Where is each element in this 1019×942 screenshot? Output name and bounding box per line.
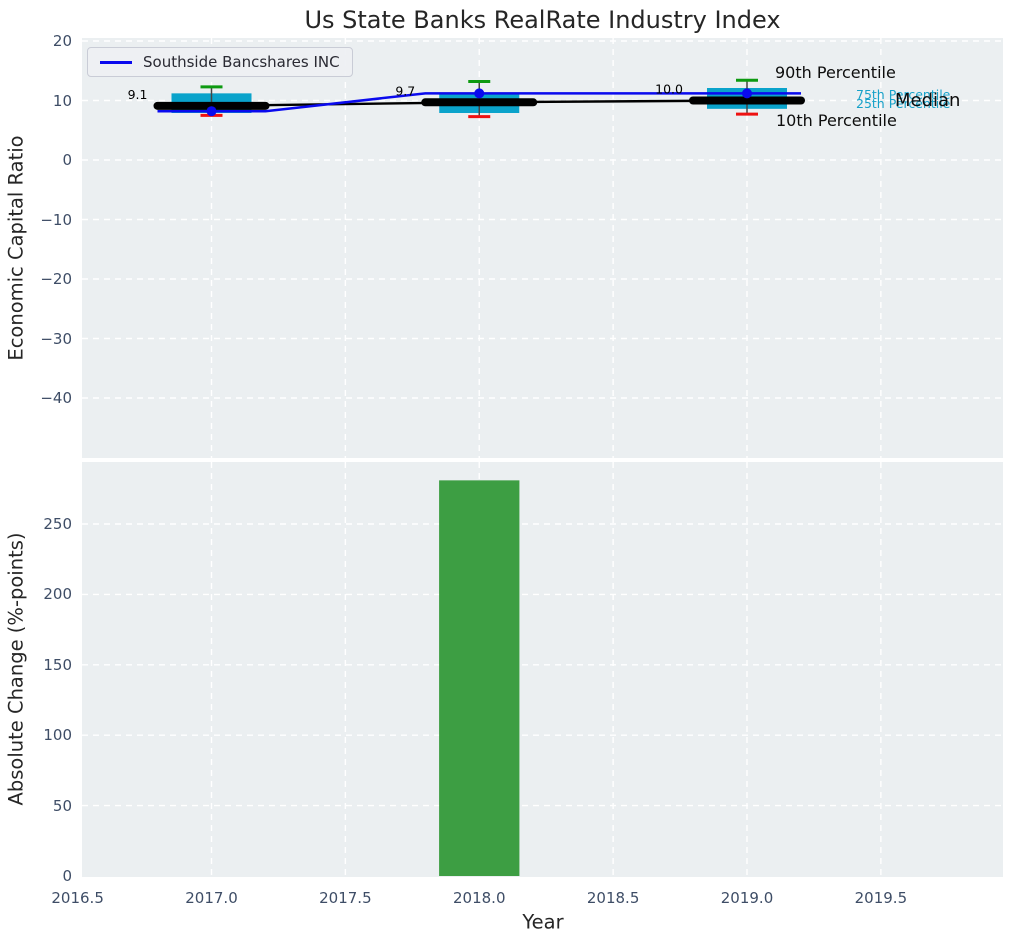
company-point: [474, 88, 485, 99]
x-tick-label: 2019.0: [720, 889, 774, 907]
x-axis-label: Year: [522, 910, 564, 934]
top-y-tick-label: −20: [40, 270, 72, 288]
economic-capital-ratio-plot: 9.1 9.7 10.0: [82, 38, 1003, 458]
x-tick-label: 2019.5: [854, 889, 908, 907]
bottom-y-tick-label: 150: [43, 655, 72, 674]
bottom-y-tick-label: 100: [43, 726, 72, 745]
x-tick-label: 2018.0: [453, 889, 506, 907]
bottom-y-tick-label: 250: [43, 515, 72, 533]
annotation-75th-percentile: 75th Percentile: [856, 87, 951, 102]
x-tick-label: 2017.5: [319, 889, 372, 907]
top-y-tick-label: 20: [52, 32, 72, 50]
top-y-tick-label: 0: [62, 151, 72, 169]
x-tick-label: 2017.0: [185, 889, 238, 907]
bottom-y-tick-label: 0: [62, 867, 72, 885]
top-y-tick-label: −10: [40, 210, 72, 229]
absolute-change-plot: [82, 462, 1003, 877]
legend-series-label: Southside Bancshares INC: [143, 53, 340, 71]
company-point: [206, 106, 217, 117]
legend: Southside Bancshares INC: [87, 47, 353, 77]
x-tick-label: 2018.5: [586, 889, 640, 907]
median-value-label: 10.0: [655, 82, 683, 97]
median-value-label: 9.1: [128, 87, 148, 102]
annotation-median: Median: [895, 90, 961, 111]
chart-title: Us State Banks RealRate Industry Index: [304, 6, 781, 34]
x-tick-label: 2016.5: [51, 889, 104, 907]
annotation-90th-percentile: 90th Percentile: [775, 63, 896, 82]
bottom-y-tick-label: 200: [43, 585, 72, 604]
company-point: [742, 88, 752, 99]
top-y-tick-label: −30: [40, 329, 72, 348]
legend-line-icon: [100, 60, 132, 64]
top-y-tick-label: −40: [40, 389, 72, 407]
annotation-25th-percentile: 25th Percentile: [856, 96, 951, 111]
annotation-10th-percentile: 10th Percentile: [776, 111, 897, 130]
change-bar: [439, 480, 520, 876]
median-value-label: 9.7: [395, 83, 415, 98]
bottom-y-tick-label: 50: [52, 796, 72, 815]
top-y-tick-label: 10: [52, 91, 72, 110]
